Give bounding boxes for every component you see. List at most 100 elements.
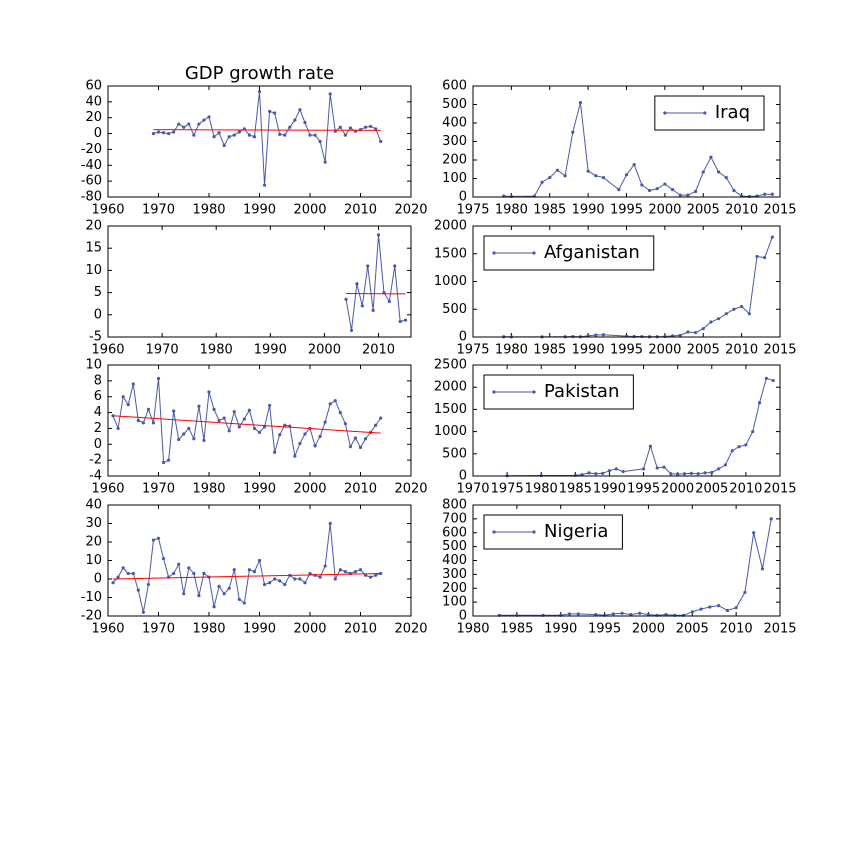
y-tick-label: 20	[85, 219, 102, 234]
data-point	[187, 426, 191, 431]
data-point	[760, 567, 765, 571]
data-point	[197, 122, 201, 126]
data-point	[136, 418, 140, 423]
data-point	[387, 299, 391, 304]
data-point	[116, 575, 120, 579]
data-point	[769, 517, 773, 521]
x-tick-label: 1970	[142, 482, 175, 497]
y-tick-label: 1000	[434, 424, 467, 439]
data-point	[197, 594, 201, 598]
data-point	[172, 409, 176, 413]
legend-marker	[532, 530, 536, 534]
data-point	[632, 334, 636, 339]
data-point	[202, 438, 206, 442]
data-point	[283, 423, 287, 427]
data-point	[202, 118, 206, 122]
data-point	[293, 577, 297, 581]
y-tick-label: 20	[85, 535, 102, 550]
data-point	[594, 613, 598, 617]
data-point	[567, 612, 572, 616]
y-tick-label: 800	[442, 498, 467, 513]
x-tick-label: 2005	[695, 482, 728, 497]
x-tick-label: 1995	[627, 482, 660, 497]
data-point	[177, 562, 181, 566]
data-point	[770, 235, 774, 239]
y-tick-label: 30	[85, 516, 102, 531]
data-point	[379, 139, 383, 144]
y-tick-label: 0	[459, 330, 467, 345]
y-tick-label: 300	[442, 134, 467, 149]
data-point	[318, 139, 322, 144]
x-tick-label: 1990	[243, 482, 276, 497]
plot-frame	[107, 364, 412, 477]
data-point	[298, 577, 302, 581]
data-point	[247, 133, 251, 137]
data-point	[690, 610, 694, 614]
data-point	[701, 170, 705, 174]
data-point	[177, 437, 181, 442]
x-tick-label: 1970	[142, 622, 175, 637]
y-tick-label: 500	[442, 446, 467, 461]
data-point	[217, 131, 221, 135]
plot-frame	[107, 85, 412, 198]
data-point	[393, 264, 397, 268]
data-point	[724, 312, 728, 316]
data-point	[717, 170, 721, 174]
x-tick-label: 2010	[729, 482, 762, 497]
data-point	[771, 378, 775, 383]
data-point	[369, 575, 373, 579]
y-tick-label: 10	[85, 553, 102, 568]
data-point	[237, 130, 241, 134]
data-point	[740, 304, 744, 309]
x-tick-label: 1995	[610, 343, 643, 358]
x-tick-label: 1960	[91, 203, 124, 218]
data-point	[283, 133, 287, 137]
plot-frame	[472, 85, 781, 198]
plot-frame	[107, 504, 412, 617]
data-point	[268, 581, 272, 585]
data-point	[607, 469, 612, 473]
data-point	[207, 115, 211, 119]
data-point	[366, 264, 370, 268]
y-tick-label: 0	[94, 126, 102, 141]
data-point	[629, 613, 633, 617]
data-point	[601, 333, 606, 337]
data-point	[146, 582, 150, 587]
data-point	[151, 421, 156, 425]
data-line	[112, 523, 381, 613]
data-point	[156, 130, 161, 134]
x-tick-label: 1995	[588, 622, 621, 637]
y-tick-label: 1000	[434, 274, 467, 289]
data-point	[344, 297, 348, 301]
data-point	[217, 418, 221, 423]
data-point	[374, 423, 378, 427]
data-point	[374, 127, 378, 131]
data-point	[187, 122, 191, 126]
y-tick-label: 1500	[434, 402, 467, 417]
y-tick-label: -40	[81, 158, 102, 173]
data-point	[298, 441, 302, 446]
data-point	[571, 130, 575, 134]
trend-line	[153, 129, 381, 131]
data-point	[555, 168, 560, 172]
y-tick-label: 8	[94, 373, 102, 388]
data-point	[288, 125, 292, 129]
y-tick-label: 2	[94, 421, 102, 436]
data-point	[192, 437, 196, 441]
data-point	[182, 592, 186, 596]
legend-marker	[703, 111, 707, 115]
data-point	[343, 133, 347, 137]
y-tick-label: 600	[442, 525, 467, 540]
data-point	[509, 194, 513, 199]
x-tick-label: 2015	[763, 343, 796, 358]
data-point	[755, 254, 759, 259]
data-point	[262, 582, 267, 587]
data-point	[620, 611, 624, 615]
legend-marker	[492, 530, 496, 534]
data-point	[172, 130, 176, 134]
data-point	[333, 577, 337, 581]
data-point	[257, 430, 262, 434]
data-point	[262, 183, 267, 187]
data-point	[338, 568, 342, 572]
data-point	[303, 432, 307, 436]
